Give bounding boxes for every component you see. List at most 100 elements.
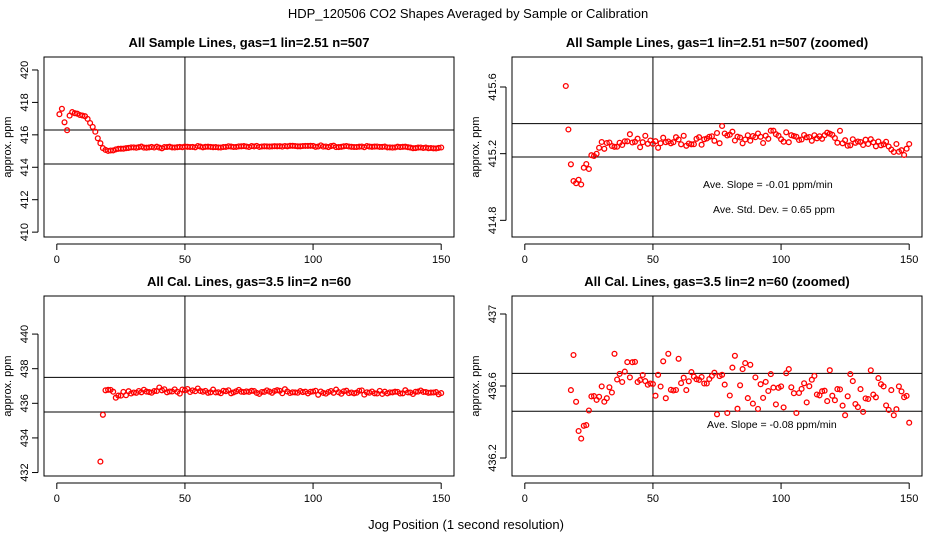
data-point bbox=[675, 136, 682, 143]
data-point bbox=[842, 137, 849, 144]
data-point bbox=[603, 395, 610, 402]
data-point bbox=[583, 422, 590, 429]
data-point bbox=[647, 380, 654, 387]
data-point bbox=[898, 388, 905, 395]
data-point bbox=[97, 458, 104, 465]
data-point bbox=[598, 138, 605, 146]
data-point bbox=[660, 134, 667, 141]
y-tick-label: 438 bbox=[19, 360, 31, 378]
data-point bbox=[742, 360, 749, 367]
data-point bbox=[770, 384, 777, 391]
data-point bbox=[358, 387, 365, 394]
data-point bbox=[611, 143, 618, 150]
data-point bbox=[824, 398, 831, 405]
data-point bbox=[801, 380, 808, 387]
data-point bbox=[883, 402, 890, 409]
data-point bbox=[606, 384, 613, 391]
data-point bbox=[130, 389, 137, 396]
data-point bbox=[696, 134, 703, 141]
data-point bbox=[795, 389, 803, 397]
data-point bbox=[849, 378, 856, 385]
data-point bbox=[844, 393, 851, 400]
data-point bbox=[611, 350, 618, 357]
annotation-text: Ave. Slope = -0.01 ppm/min bbox=[703, 179, 833, 191]
data-point bbox=[752, 374, 759, 381]
data-point bbox=[588, 152, 595, 159]
data-point bbox=[865, 140, 872, 148]
data-point bbox=[583, 160, 590, 168]
data-point bbox=[788, 132, 795, 139]
data-point bbox=[803, 399, 810, 406]
y-tick-label: 436.6 bbox=[487, 372, 499, 400]
data-point bbox=[670, 387, 677, 394]
data-point bbox=[854, 138, 861, 145]
x-tick-label: 0 bbox=[54, 254, 60, 266]
data-point bbox=[821, 387, 828, 394]
data-point bbox=[893, 406, 900, 413]
data-point bbox=[747, 137, 754, 144]
data-point bbox=[836, 386, 844, 393]
x-tick-label: 150 bbox=[900, 493, 918, 505]
y-tick-label: 420 bbox=[19, 61, 31, 79]
data-point bbox=[312, 143, 319, 150]
y-axis-label: approx. ppm bbox=[470, 355, 482, 416]
data-point bbox=[105, 386, 112, 393]
annotation-text: Ave. Std. Dev. = 0.65 ppm bbox=[713, 204, 835, 216]
data-point bbox=[438, 144, 445, 151]
data-point bbox=[371, 390, 378, 397]
data-point bbox=[675, 355, 682, 362]
data-point bbox=[655, 371, 662, 378]
data-point bbox=[680, 132, 687, 139]
data-point bbox=[642, 132, 649, 139]
data-point bbox=[204, 389, 212, 396]
data-point bbox=[122, 392, 130, 399]
data-point bbox=[803, 134, 810, 141]
data-point bbox=[906, 140, 913, 148]
data-point bbox=[392, 388, 399, 395]
data-point bbox=[356, 387, 363, 394]
x-tick-label: 100 bbox=[772, 493, 790, 505]
data-point bbox=[739, 366, 746, 373]
y-tick-label: 410 bbox=[19, 223, 31, 241]
data-point bbox=[603, 139, 610, 147]
data-point bbox=[575, 176, 582, 183]
y-tick-label: 436 bbox=[19, 394, 31, 412]
data-point bbox=[836, 127, 844, 134]
data-point bbox=[97, 140, 104, 147]
data-point bbox=[698, 373, 705, 381]
data-point bbox=[279, 390, 286, 397]
data-point bbox=[895, 383, 902, 390]
data-point bbox=[713, 129, 721, 137]
y-tick-label: 414.8 bbox=[487, 207, 499, 235]
data-point bbox=[588, 393, 595, 400]
data-point bbox=[778, 383, 785, 390]
data-point bbox=[757, 381, 764, 388]
data-point bbox=[565, 126, 572, 133]
data-point bbox=[880, 383, 887, 390]
data-point bbox=[166, 388, 173, 395]
y-tick-label: 415.2 bbox=[487, 140, 499, 168]
data-point bbox=[893, 140, 900, 148]
data-point bbox=[639, 139, 646, 146]
data-point bbox=[652, 392, 659, 399]
data-point bbox=[678, 141, 685, 148]
data-point bbox=[176, 390, 183, 397]
plot-frame bbox=[43, 295, 455, 477]
data-point bbox=[875, 375, 882, 382]
data-point bbox=[570, 351, 577, 359]
data-point bbox=[665, 350, 672, 357]
data-point bbox=[826, 367, 833, 374]
data-point bbox=[601, 145, 608, 152]
data-point bbox=[816, 392, 823, 399]
data-point bbox=[58, 105, 65, 112]
plot-frame bbox=[43, 56, 455, 238]
data-point bbox=[115, 392, 122, 399]
data-point bbox=[716, 140, 723, 147]
data-point bbox=[783, 129, 790, 136]
data-point bbox=[593, 150, 600, 157]
data-point bbox=[688, 141, 695, 148]
data-point bbox=[729, 128, 736, 135]
data-point bbox=[430, 389, 437, 396]
y-axis-label: approx. ppm bbox=[2, 355, 14, 416]
